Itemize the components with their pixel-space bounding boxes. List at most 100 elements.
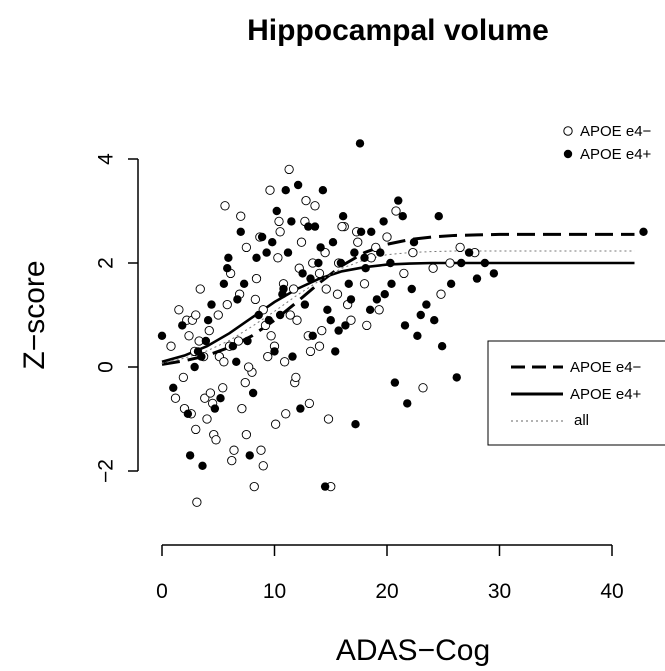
point-apoe-e4-positive bbox=[413, 331, 422, 340]
point-apoe-e4-negative bbox=[279, 357, 290, 367]
point-apoe-e4-negative bbox=[382, 232, 392, 242]
point-apoe-e4-negative bbox=[237, 403, 247, 414]
point-apoe-e4-negative bbox=[184, 331, 194, 341]
point-apoe-e4-negative bbox=[251, 273, 262, 284]
point-apoe-e4-negative bbox=[374, 305, 384, 315]
point-apoe-e4-positive bbox=[228, 342, 238, 351]
point-apoe-e4-positive bbox=[407, 284, 416, 294]
point-apoe-e4-negative bbox=[304, 398, 315, 409]
point-apoe-e4-positive bbox=[239, 279, 249, 288]
point-apoe-e4-positive bbox=[336, 258, 346, 268]
point-apoe-e4-positive bbox=[334, 326, 343, 335]
y-axis-label: Z−score bbox=[18, 260, 51, 369]
point-apoe-e4-positive bbox=[272, 206, 281, 216]
point-apoe-e4-negative bbox=[323, 414, 334, 424]
point-apoe-e4-negative bbox=[266, 331, 276, 341]
point-apoe-e4-negative bbox=[236, 211, 246, 221]
legend-open-circle-marker bbox=[563, 126, 573, 136]
x-tick-label: 40 bbox=[600, 580, 623, 603]
point-apoe-e4-positive bbox=[394, 196, 403, 205]
point-apoe-e4-positive bbox=[338, 212, 348, 221]
point-apoe-e4-positive bbox=[304, 222, 313, 231]
point-apoe-e4-positive bbox=[446, 279, 456, 288]
point-apoe-e4-negative bbox=[240, 377, 250, 388]
point-apoe-e4-negative bbox=[292, 315, 302, 325]
point-apoe-e4-positive bbox=[320, 482, 330, 491]
point-apoe-e4-negative bbox=[314, 341, 325, 351]
point-apoe-e4-positive bbox=[390, 378, 400, 387]
point-apoe-e4-positive bbox=[293, 180, 303, 190]
point-apoe-e4-negative bbox=[243, 362, 254, 372]
point-apoe-e4-positive bbox=[306, 274, 315, 283]
point-apoe-e4-positive bbox=[318, 186, 328, 195]
point-apoe-e4-positive bbox=[323, 305, 332, 314]
point-apoe-e4-negative bbox=[455, 242, 465, 253]
point-apoe-e4-positive bbox=[298, 269, 307, 278]
point-apoe-e4-negative bbox=[281, 409, 291, 419]
point-apoe-e4-negative bbox=[191, 424, 201, 435]
point-apoe-e4-positive bbox=[216, 394, 225, 403]
point-apoe-e4-positive bbox=[279, 284, 288, 294]
point-apoe-e4-positive bbox=[351, 420, 360, 429]
point-apoe-e4-negative bbox=[296, 237, 307, 247]
y-tick-label: 2 bbox=[95, 257, 118, 269]
plot-area bbox=[157, 139, 648, 507]
point-apoe-e4-negative bbox=[310, 201, 320, 211]
point-apoe-e4-negative bbox=[337, 221, 347, 232]
point-apoe-e4-positive bbox=[198, 461, 207, 470]
point-apoe-e4-negative bbox=[229, 445, 239, 455]
data-points bbox=[157, 139, 648, 507]
point-apoe-e4-negative bbox=[202, 414, 212, 424]
point-apoe-e4-negative bbox=[200, 393, 210, 403]
line-legend-label-all: all bbox=[574, 412, 589, 429]
point-apoe-e4-positive bbox=[379, 217, 388, 226]
point-apoe-e4-positive bbox=[341, 321, 350, 330]
x-tick-label: 30 bbox=[488, 580, 511, 603]
point-legend-label-e4-neg: APOE e4− bbox=[580, 123, 652, 140]
point-apoe-e4-negative bbox=[285, 310, 295, 320]
point-apoe-e4-positive bbox=[157, 331, 167, 340]
point-apoe-e4-negative bbox=[192, 497, 202, 507]
point-legend: APOE e4− APOE e4+ bbox=[563, 123, 652, 163]
point-apoe-e4-positive bbox=[224, 253, 233, 262]
point-apoe-e4-positive bbox=[288, 352, 297, 361]
point-apoe-e4-negative bbox=[305, 346, 316, 357]
point-apoe-e4-positive bbox=[472, 274, 482, 283]
point-apoe-e4-positive bbox=[398, 212, 407, 221]
x-tick-label: 0 bbox=[156, 580, 168, 603]
point-apoe-e4-positive bbox=[308, 331, 317, 340]
point-apoe-e4-positive bbox=[480, 258, 490, 268]
point-apoe-e4-negative bbox=[284, 164, 294, 175]
point-apoe-e4-negative bbox=[399, 268, 409, 279]
point-apoe-e4-negative bbox=[317, 325, 327, 336]
point-apoe-e4-positive bbox=[281, 186, 290, 195]
point-apoe-e4-positive bbox=[223, 264, 232, 273]
point-apoe-e4-negative bbox=[166, 341, 176, 351]
point-apoe-e4-negative bbox=[291, 372, 301, 383]
point-apoe-e4-positive bbox=[169, 383, 178, 392]
line-legend: APOE e4− APOE e4+ all bbox=[487, 340, 665, 446]
point-apoe-e4-negative bbox=[288, 284, 299, 294]
point-apoe-e4-positive bbox=[430, 316, 439, 325]
point-apoe-e4-positive bbox=[287, 217, 296, 226]
point-apoe-e4-negative bbox=[233, 336, 244, 346]
point-apoe-e4-negative bbox=[275, 227, 285, 237]
point-apoe-e4-positive bbox=[365, 305, 375, 314]
legend-filled-circle-marker bbox=[563, 149, 573, 159]
point-apoe-e4-positive bbox=[350, 248, 359, 257]
y-tick-label: 4 bbox=[95, 153, 118, 165]
point-apoe-e4-negative bbox=[222, 299, 232, 310]
x-axis-ticks: 0 10 20 30 40 bbox=[156, 545, 624, 603]
point-apoe-e4-positive bbox=[356, 227, 366, 236]
point-apoe-e4-negative bbox=[178, 372, 189, 383]
x-tick-label: 20 bbox=[375, 580, 398, 603]
point-apoe-e4-negative bbox=[273, 253, 283, 263]
point-apoe-e4-positive bbox=[257, 232, 267, 242]
point-apoe-e4-positive bbox=[400, 321, 410, 330]
point-apoe-e4-positive bbox=[248, 388, 258, 398]
point-apoe-e4-negative bbox=[332, 289, 343, 299]
point-legend-label-e4-pos: APOE e4+ bbox=[580, 146, 652, 163]
point-apoe-e4-negative bbox=[263, 351, 273, 362]
point-apoe-e4-negative bbox=[211, 435, 221, 445]
